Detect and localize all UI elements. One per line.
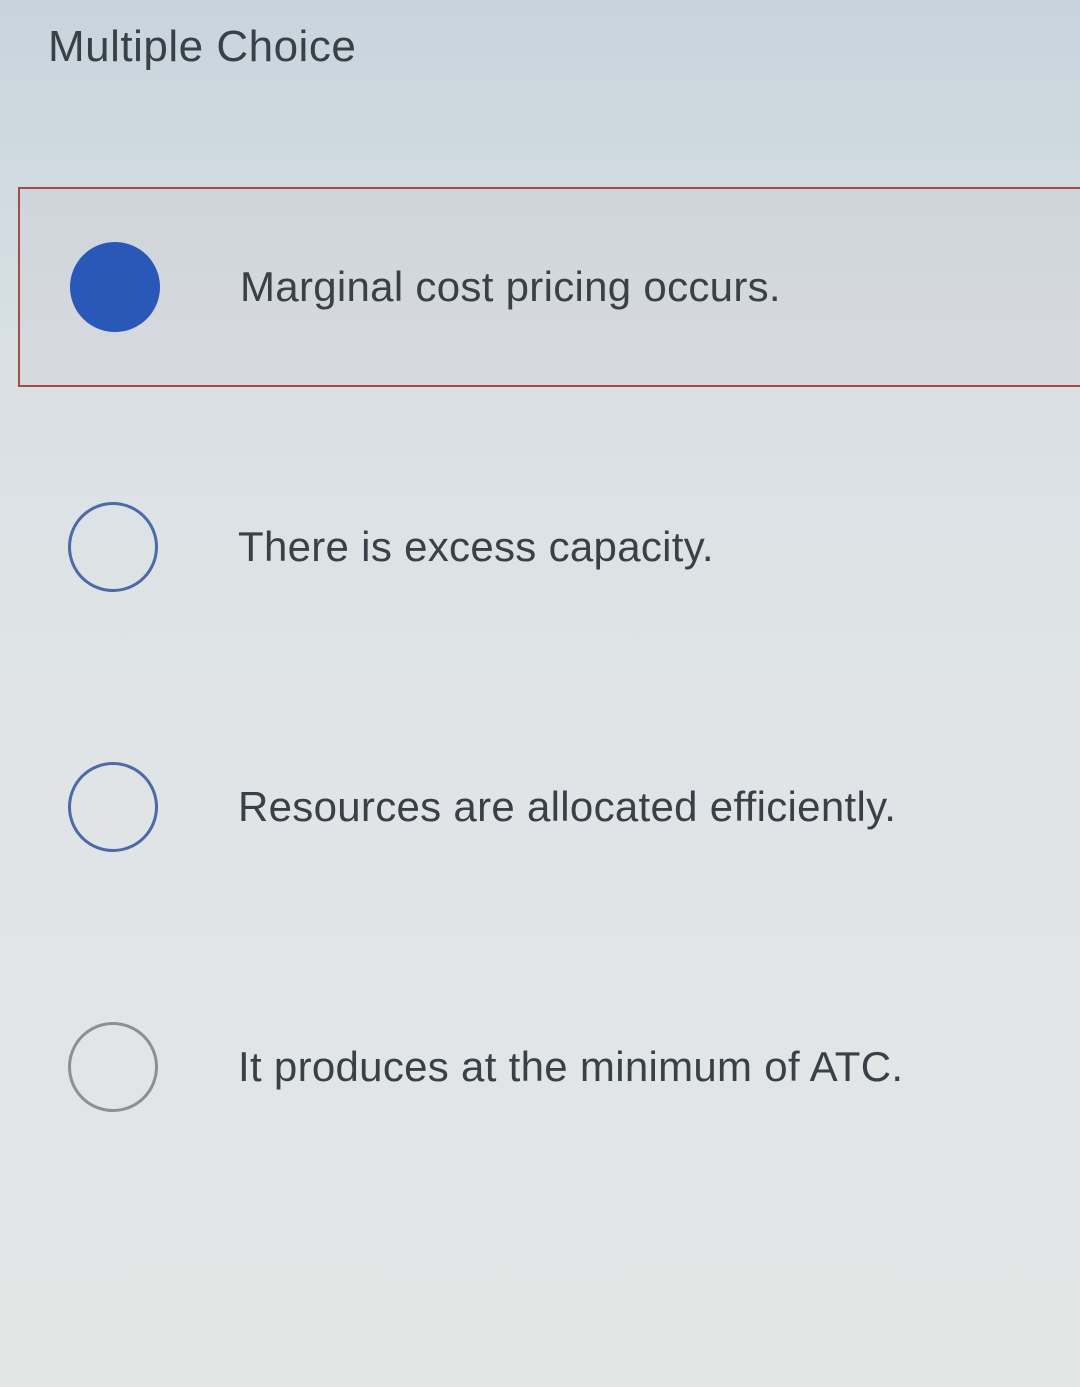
option-row-4[interactable]: It produces at the minimum of ATC. [18,967,1080,1167]
radio-unselected-icon[interactable] [68,502,158,592]
options-container: Marginal cost pricing occurs. There is e… [0,187,1080,1167]
option-row-3[interactable]: Resources are allocated efficiently. [18,707,1080,907]
option-label-1: Marginal cost pricing occurs. [240,263,781,311]
question-type-title: Multiple Choice [0,0,1080,72]
radio-unselected-icon[interactable] [68,762,158,852]
option-label-4: It produces at the minimum of ATC. [238,1043,903,1091]
option-label-2: There is excess capacity. [238,523,714,571]
option-row-2[interactable]: There is excess capacity. [18,447,1080,647]
option-label-3: Resources are allocated efficiently. [238,783,896,831]
option-row-1[interactable]: Marginal cost pricing occurs. [18,187,1080,387]
radio-unselected-icon[interactable] [68,1022,158,1112]
radio-selected-icon[interactable] [70,242,160,332]
